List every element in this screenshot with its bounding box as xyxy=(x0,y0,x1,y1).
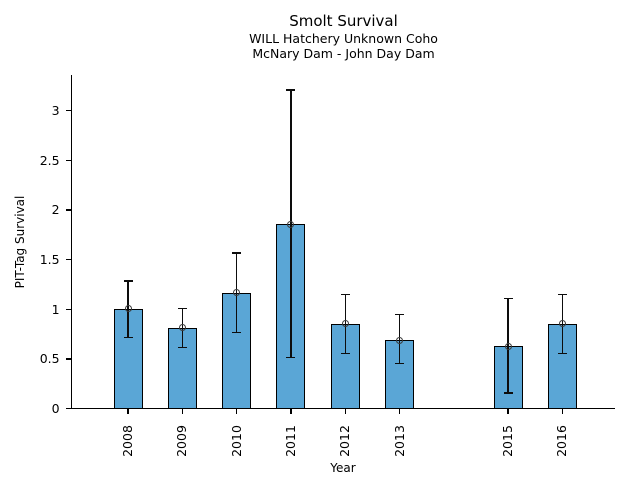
y-axis-spine xyxy=(70,75,72,410)
marker-2012 xyxy=(341,320,349,328)
x-tick-2008 xyxy=(127,409,129,415)
errorbar-cap-bottom-2012 xyxy=(340,352,350,355)
x-axis-label: Year xyxy=(330,461,356,475)
errorbar-cap-top-2008 xyxy=(123,280,133,282)
marker-2011 xyxy=(287,220,295,228)
y-tick-label-2.5: 2.5 xyxy=(39,152,60,168)
x-tick-2015 xyxy=(507,409,509,415)
y-tick-label-3: 3 xyxy=(51,103,60,118)
y-tick-3 xyxy=(65,110,71,112)
y-axis-label: PIT-Tag Survival xyxy=(13,195,27,289)
errorbar-cap-top-2013 xyxy=(395,313,404,316)
errorbar-cap-top-2010 xyxy=(232,252,242,254)
y-tick-1.5 xyxy=(65,259,71,261)
chart-title: Smolt Survival xyxy=(289,12,398,30)
y-tick-0.5 xyxy=(65,358,71,360)
chart-subtitle-reach: McNary Dam - John Day Dam xyxy=(252,46,435,61)
x-tick-2012 xyxy=(344,409,346,415)
x-tick-2013 xyxy=(398,409,401,415)
x-tick-2016 xyxy=(561,409,564,415)
errorbar-cap-bottom-2013 xyxy=(395,362,404,364)
marker-2015 xyxy=(504,342,512,350)
marker-2016 xyxy=(558,320,566,328)
errorbar-cap-bottom-2010 xyxy=(232,331,242,334)
marker-2008 xyxy=(124,305,132,313)
y-tick-1 xyxy=(65,308,71,311)
marker-2010 xyxy=(233,289,241,297)
errorbar-cap-top-2015 xyxy=(503,298,513,300)
errorbar-cap-top-2012 xyxy=(340,294,350,296)
errorbar-cap-bottom-2008 xyxy=(123,336,133,339)
y-tick-label-0: 0 xyxy=(51,401,60,416)
errorbar-cap-top-2016 xyxy=(557,294,567,296)
x-tick-2011 xyxy=(290,409,292,415)
chart-subtitle-hatchery: WILL Hatchery Unknown Coho xyxy=(249,31,438,46)
y-tick-label-1.5: 1.5 xyxy=(39,252,60,267)
errorbar-cap-bottom-2009 xyxy=(177,346,187,349)
y-tick-0 xyxy=(65,408,71,410)
errorbar-cap-bottom-2011 xyxy=(286,356,296,359)
marker-2009 xyxy=(178,324,186,332)
y-tick-label-2: 2 xyxy=(51,202,60,218)
x-tick-2010 xyxy=(235,409,238,415)
errorbar-cap-bottom-2016 xyxy=(557,352,567,355)
errorbar-cap-bottom-2015 xyxy=(503,392,513,394)
y-tick-label-0.5: 0.5 xyxy=(39,351,60,367)
y-tick-2.5 xyxy=(65,159,71,162)
marker-2013 xyxy=(396,336,403,344)
x-tick-2009 xyxy=(181,409,183,415)
y-tick-2 xyxy=(65,209,71,211)
errorbar-cap-top-2009 xyxy=(177,307,187,310)
y-tick-label-1: 1 xyxy=(51,301,60,317)
errorbar-cap-top-2011 xyxy=(286,89,296,91)
